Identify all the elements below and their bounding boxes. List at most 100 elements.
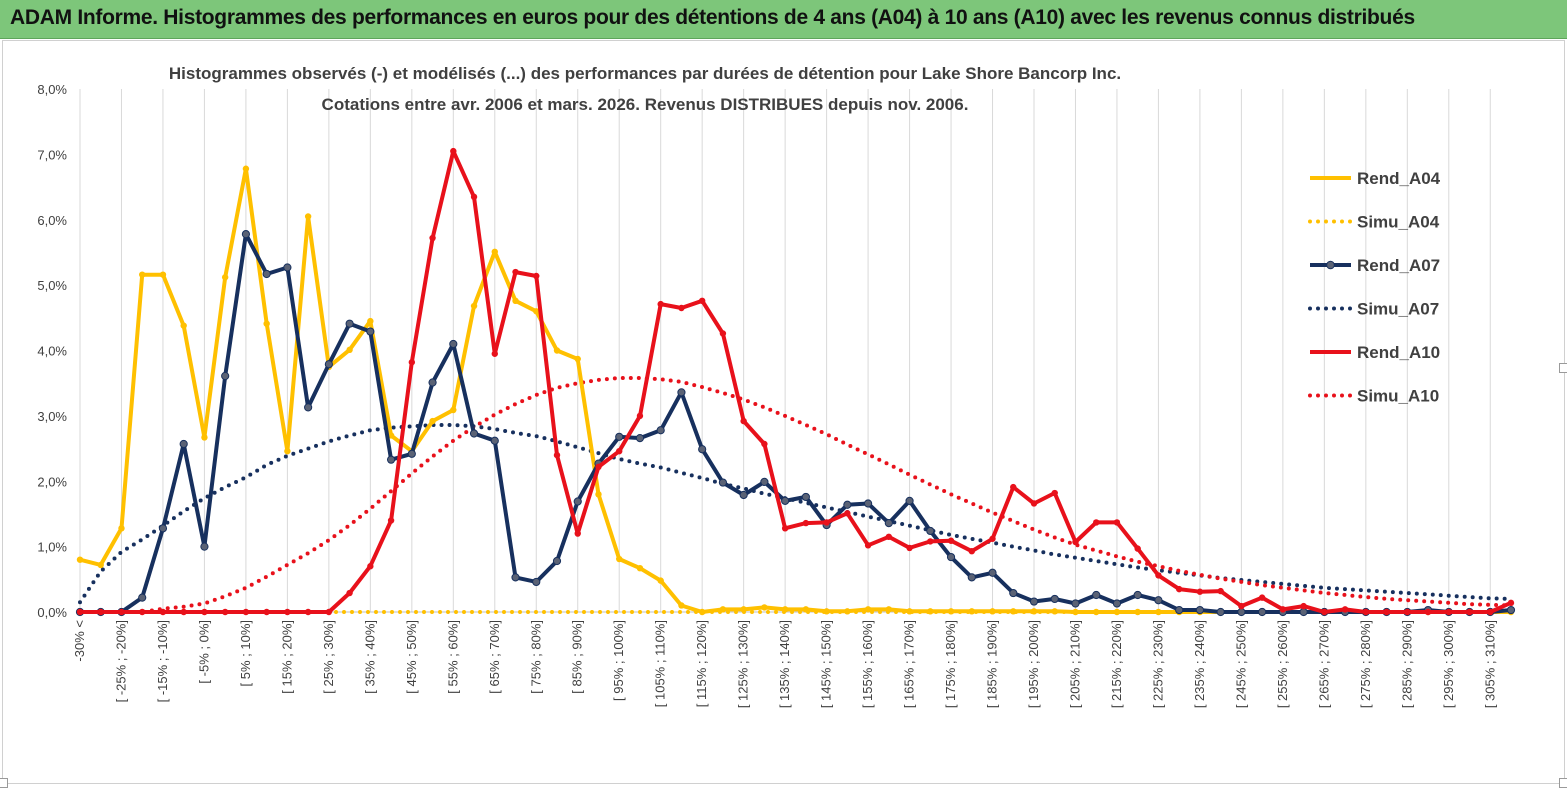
data-point	[823, 519, 830, 526]
data-point	[905, 496, 914, 505]
data-point	[221, 371, 230, 381]
x-tick-label: [ 135% ; 140%]	[777, 620, 792, 708]
legend-item-Rend_A04[interactable]: Rend_A04	[1310, 169, 1441, 188]
legend-item-Rend_A10[interactable]: Rend_A10	[1310, 343, 1440, 362]
chart-area[interactable]: Histogrammes observés (-) et modélisés (…	[0, 40, 1567, 788]
data-point	[159, 608, 167, 616]
x-tick-label: [ 305% ; 310%]	[1482, 620, 1497, 708]
series-line	[80, 232, 1512, 614]
data-point	[884, 518, 893, 528]
series-line	[80, 149, 1512, 614]
data-point	[242, 165, 250, 172]
y-tick-label: 6,0%	[37, 213, 67, 228]
x-tick-label: [ 255% ; 260%]	[1275, 620, 1290, 708]
legend-item-Rend_A07[interactable]: Rend_A07	[1310, 256, 1440, 275]
legend-label: Simu_A04	[1357, 213, 1440, 232]
data-point	[635, 434, 645, 443]
x-tick-label: [ 165% ; 170%]	[902, 620, 917, 708]
y-tick-label: 1,0%	[37, 540, 67, 555]
data-point	[1341, 606, 1349, 613]
x-tick-label: [ 175% ; 180%]	[943, 620, 958, 708]
data-point	[1092, 590, 1101, 600]
series-Rend_A07	[75, 230, 1516, 617]
data-point	[1050, 594, 1059, 604]
data-point	[781, 496, 790, 505]
data-point	[1133, 590, 1142, 600]
chart-legend: Rend_A04 Simu_A04 Rend_A07 Simu_A07 Rend_A10…	[1308, 169, 1441, 406]
data-point	[1507, 599, 1515, 607]
data-point	[781, 525, 789, 532]
data-point	[159, 271, 167, 278]
series-line	[78, 423, 1513, 605]
data-point	[386, 455, 396, 464]
data-point	[450, 406, 457, 414]
data-point	[574, 530, 581, 537]
y-tick-label: 5,0%	[37, 278, 67, 293]
x-tick-label: [ 65% ; 70%]	[487, 620, 502, 694]
data-point	[864, 542, 872, 549]
data-point	[367, 317, 374, 325]
data-point	[345, 319, 354, 328]
data-point	[407, 449, 416, 458]
x-tick-label: [ 15% ; 20%]	[279, 620, 294, 694]
data-point	[533, 308, 540, 315]
data-point	[740, 606, 747, 613]
x-tick-label: [ -25% ; -20%]	[113, 620, 128, 702]
data-point	[1112, 599, 1122, 608]
data-point	[968, 608, 975, 615]
x-tick-label: [ 105% ; 110%]	[653, 620, 668, 707]
data-point	[657, 577, 664, 584]
data-point	[719, 606, 727, 613]
data-point	[139, 608, 146, 616]
resize-handle-bottom-left[interactable]	[0, 778, 8, 788]
data-point	[263, 320, 270, 327]
series-Simu_A10	[78, 376, 1513, 614]
data-point	[284, 608, 291, 616]
data-point	[927, 538, 934, 545]
y-tick-label: 3,0%	[37, 409, 67, 424]
data-point	[553, 451, 561, 459]
legend-label: Rend_A07	[1357, 256, 1440, 275]
series-Rend_A04	[76, 165, 1515, 616]
x-tick-label: [ 95% ; 100%]	[611, 620, 626, 701]
data-point	[490, 436, 499, 445]
series-Simu_A07	[78, 423, 1513, 605]
data-point	[678, 602, 685, 609]
legend-item-Simu_A07[interactable]: Simu_A07	[1308, 300, 1439, 319]
data-point	[863, 499, 873, 508]
data-point	[1506, 605, 1516, 615]
chart-gridlines	[79, 89, 1511, 613]
data-point	[429, 234, 436, 242]
data-point	[387, 517, 395, 524]
x-tick-label: [ 185% ; 190%]	[985, 620, 1000, 708]
data-point	[221, 608, 229, 616]
data-point	[367, 563, 374, 570]
x-tick-label: [ -5% ; 0%]	[196, 620, 211, 684]
data-point	[304, 403, 313, 412]
data-point	[678, 304, 685, 312]
x-tick-label: [ 115% ; 120%]	[694, 620, 709, 707]
data-point	[97, 608, 104, 616]
x-tick-label: [ 195% ; 200%]	[1026, 620, 1041, 708]
data-point	[740, 417, 747, 425]
data-point	[988, 568, 997, 577]
x-tick-label: [ 235% ; 240%]	[1192, 620, 1207, 708]
data-point	[1093, 519, 1100, 526]
data-point	[760, 477, 769, 487]
data-point	[1195, 605, 1205, 615]
data-point	[698, 297, 706, 305]
data-point	[469, 429, 479, 438]
data-point	[97, 561, 104, 569]
y-tick-label: 0,0%	[37, 605, 67, 620]
legend-label: Simu_A10	[1357, 387, 1439, 406]
data-point	[1321, 608, 1328, 616]
x-tick-label: [ 225% ; 230%]	[1150, 620, 1165, 708]
legend-item-Simu_A04[interactable]: Simu_A04	[1308, 213, 1440, 232]
resize-handle-right-middle[interactable]	[1559, 363, 1567, 373]
series-line	[79, 166, 1511, 614]
resize-handle-bottom-right[interactable]	[1559, 778, 1567, 788]
legend-item-Simu_A10[interactable]: Simu_A10	[1308, 387, 1439, 406]
data-point	[1154, 596, 1163, 605]
data-point	[1072, 538, 1079, 546]
data-point	[1175, 585, 1183, 593]
